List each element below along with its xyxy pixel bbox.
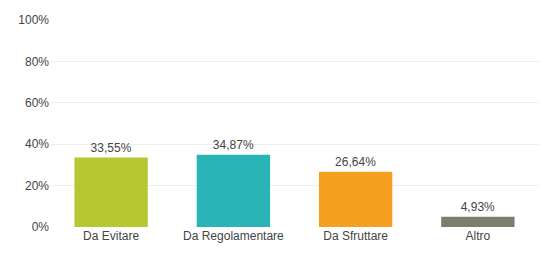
- svg-text:20%: 20%: [25, 179, 49, 193]
- svg-text:4,93%: 4,93%: [461, 200, 495, 214]
- svg-text:26,64%: 26,64%: [335, 155, 376, 169]
- svg-text:40%: 40%: [25, 137, 49, 151]
- svg-text:Da Regolamentare: Da Regolamentare: [183, 229, 284, 243]
- svg-text:Altro: Altro: [466, 229, 491, 243]
- svg-text:33,55%: 33,55%: [91, 141, 132, 155]
- svg-text:34,87%: 34,87%: [213, 138, 254, 152]
- svg-text:Da Sfruttare: Da Sfruttare: [323, 229, 388, 243]
- svg-text:0%: 0%: [32, 220, 50, 234]
- svg-text:60%: 60%: [25, 96, 49, 110]
- svg-text:Da Evitare: Da Evitare: [83, 229, 139, 243]
- svg-text:80%: 80%: [25, 55, 49, 69]
- svg-text:100%: 100%: [18, 13, 49, 27]
